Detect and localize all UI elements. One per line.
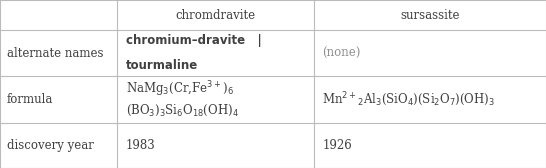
Text: discovery year: discovery year xyxy=(7,139,93,152)
Text: tourmaline: tourmaline xyxy=(126,59,198,72)
Text: 1983: 1983 xyxy=(126,139,155,152)
Text: alternate names: alternate names xyxy=(7,47,103,60)
Text: chromium–dravite   |: chromium–dravite | xyxy=(126,34,262,47)
Text: (BO$_3$)$_3$Si$_6$O$_{18}$(OH)$_4$: (BO$_3$)$_3$Si$_6$O$_{18}$(OH)$_4$ xyxy=(126,103,239,118)
Text: 1926: 1926 xyxy=(322,139,352,152)
Text: (none): (none) xyxy=(322,47,360,60)
Text: chromdravite: chromdravite xyxy=(176,9,256,22)
Text: sursassite: sursassite xyxy=(400,9,460,22)
Text: formula: formula xyxy=(7,93,53,106)
Text: Mn$^{2+}$$_2$Al$_3$(SiO$_4$)(Si$_2$O$_7$)(OH)$_3$: Mn$^{2+}$$_2$Al$_3$(SiO$_4$)(Si$_2$O$_7$… xyxy=(322,91,495,108)
Text: NaMg$_3$(Cr,Fe$^{3+}$)$_6$: NaMg$_3$(Cr,Fe$^{3+}$)$_6$ xyxy=(126,80,234,99)
